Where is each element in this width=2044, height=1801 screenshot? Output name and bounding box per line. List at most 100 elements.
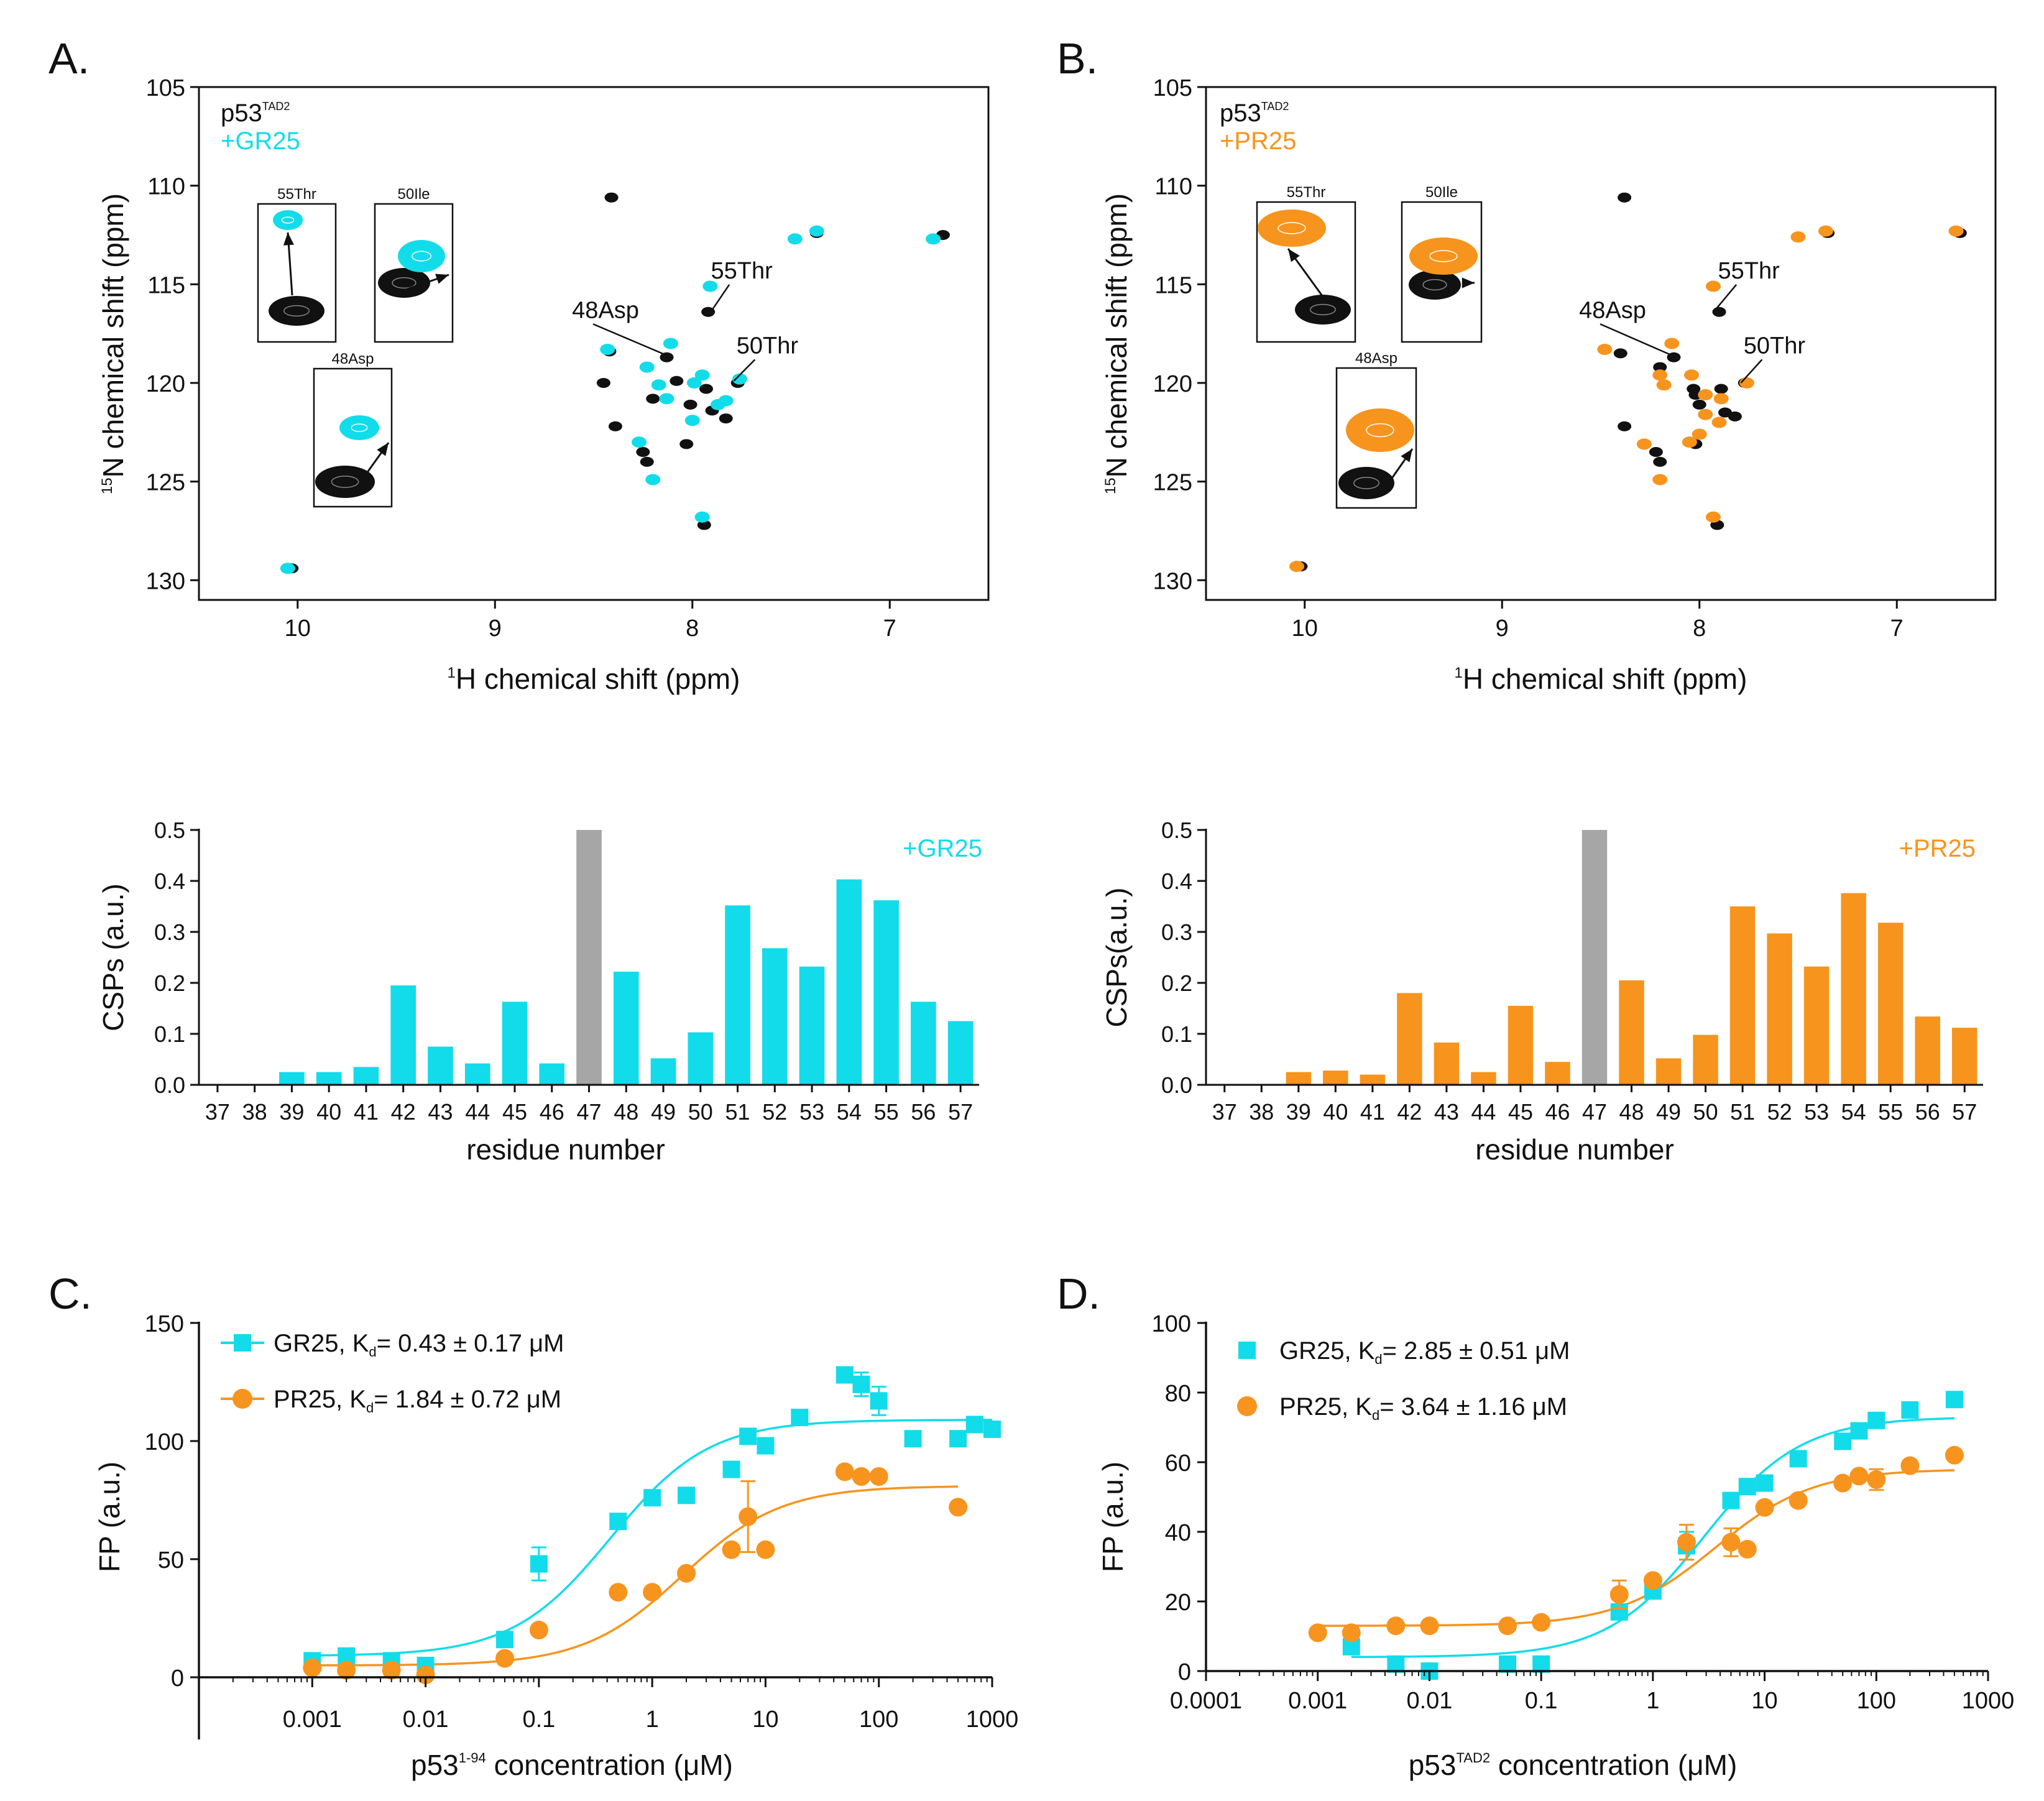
spectrum-title-main: p53	[221, 99, 262, 127]
legend-marker-gr25	[234, 1334, 251, 1352]
y-tick-label: 130	[146, 568, 185, 594]
bound-peak	[1698, 408, 1713, 420]
data-points	[303, 1366, 1001, 1685]
annotation-label: 55Thr	[711, 258, 773, 284]
inset-bound-contour-inner	[281, 216, 295, 224]
x-tick-label: 0.001	[1288, 1688, 1347, 1714]
free-peak	[636, 447, 650, 458]
x-tick-label: 43	[428, 1099, 453, 1125]
y-axis-label: 15N chemical shift (ppm)	[1100, 193, 1133, 494]
bound-peak	[711, 398, 726, 410]
y-tick-label: 80	[1165, 1381, 1191, 1407]
free-peak	[608, 421, 622, 431]
legend-pre: PR25, K	[274, 1386, 366, 1413]
data-point-gr25	[949, 1430, 967, 1448]
bar-residue-54	[836, 879, 862, 1085]
annotation-leader	[1600, 323, 1672, 356]
y-tick-label: 110	[1154, 174, 1192, 200]
data-point-pr25	[835, 1462, 854, 1481]
inset-label: 55Thr	[277, 186, 316, 203]
y-tick-label: 0.2	[1161, 970, 1192, 996]
x-tick-label: 1000	[966, 1707, 1019, 1733]
y-tick-label: 115	[1154, 272, 1192, 298]
bound-peak	[1711, 417, 1727, 428]
x-tick-label: 40	[316, 1099, 341, 1125]
spectrum-title: p53TAD2	[1220, 99, 1289, 127]
data-point-gr25	[1738, 1478, 1756, 1496]
y-tick-label: 0.4	[154, 868, 185, 894]
bound-peak	[1684, 369, 1700, 381]
peak-annotations: 55Thr 48Asp 50Thr	[572, 258, 798, 382]
data-point-gr25	[904, 1430, 922, 1448]
x-tick-label: 0.01	[1406, 1688, 1452, 1714]
bar-residue-47	[576, 830, 602, 1085]
inset-bound-contour	[398, 240, 445, 272]
annotation-label: 48Asp	[1579, 297, 1646, 323]
data-point-gr25	[1387, 1655, 1405, 1673]
x-tick-label: 55	[874, 1099, 899, 1125]
x-tick-label: 42	[391, 1099, 416, 1125]
bound-peaks	[1289, 225, 1964, 573]
peak-insets: 55Thr 50Ile 48Asp	[257, 186, 454, 508]
bar-residue-49	[650, 1058, 676, 1085]
y-tick-label: 150	[145, 1311, 184, 1337]
panel-label-a: A.	[48, 34, 90, 83]
legend-label-pr25: PR25, Kd= 3.64 ± 1.16 μM	[1279, 1393, 1567, 1423]
bar-residue-43	[428, 1046, 453, 1085]
y-tick-label: 105	[146, 75, 185, 101]
inset-frame	[1401, 201, 1483, 343]
legend-marker-pr25	[232, 1389, 252, 1409]
x-axis-label-pre: p53	[1409, 1749, 1457, 1781]
inset-arrow-head	[1462, 277, 1475, 288]
bound-peak	[1705, 511, 1721, 523]
bound-peak	[702, 280, 718, 292]
x-tick-label: 39	[279, 1099, 304, 1125]
inset-label: 50Ile	[1425, 184, 1458, 201]
bar-residue-44	[464, 1063, 490, 1085]
data-point-pr25	[1849, 1467, 1869, 1486]
bound-peak	[1597, 344, 1613, 356]
inset-free-contour	[315, 466, 375, 498]
bar-residue-53	[1803, 966, 1830, 1085]
legend-label: +GR25	[903, 835, 982, 862]
annotation-leader	[733, 359, 756, 382]
bar-residue-40	[1323, 1071, 1348, 1085]
annotation-label: 48Asp	[572, 297, 639, 323]
bars	[279, 830, 974, 1085]
fp-binding-chart-p53-1-94: 0 50 100 150 0.001 0.01 0.1 1 10 100 1000 FP (a.u.…	[93, 1311, 1018, 1781]
x-tick-label: 1	[646, 1707, 659, 1733]
bound-peak	[1636, 438, 1652, 450]
bound-peak	[1705, 280, 1721, 292]
axes: 0.0 0.1 0.2 0.3 0.4 0.5 37 38 39 40 41 42 43 44 45 46 47…	[1161, 818, 1983, 1125]
annotation-leader	[711, 284, 730, 311]
bar-residue-48	[613, 971, 639, 1085]
bound-peak	[684, 415, 700, 426]
inset-free-contour-inner	[283, 305, 310, 317]
x-tick-label: 39	[1286, 1099, 1311, 1125]
data-point-gr25	[1499, 1655, 1517, 1673]
bound-peaks	[280, 225, 941, 574]
bar-residue-57	[1952, 1028, 1977, 1085]
data-point-gr25	[1532, 1655, 1550, 1673]
x-tick-label: 57	[948, 1099, 973, 1125]
spectrum-condition: +PR25	[1220, 127, 1296, 155]
free-peak	[1653, 456, 1667, 467]
bound-peak	[1698, 389, 1713, 400]
y-tick-label: 0.4	[1161, 868, 1192, 894]
x-tick-label: 1	[1646, 1688, 1659, 1714]
spectrum-title-sup: TAD2	[262, 100, 290, 113]
x-tick-label: 53	[1804, 1099, 1829, 1125]
bar-residue-54	[1841, 893, 1866, 1085]
annotation-leader	[1715, 283, 1738, 311]
inset-arrow-head	[283, 233, 294, 246]
data-point-gr25	[530, 1555, 548, 1573]
x-tick-label: 51	[725, 1099, 750, 1125]
x-axis-label-sup: 1	[448, 665, 456, 681]
bound-peak	[645, 474, 661, 486]
axes: 0 20 40 60 80 100 0.0001 0.001 0.01 0.1 1 10 100 1000	[1152, 1311, 2015, 1714]
legend-post: = 3.64 ± 1.16 μM	[1379, 1393, 1567, 1421]
data-point-pr25	[722, 1540, 741, 1559]
x-tick-label: 0.001	[283, 1707, 342, 1733]
inset-bound-contour	[1409, 237, 1478, 275]
x-tick-label: 100	[859, 1707, 898, 1733]
